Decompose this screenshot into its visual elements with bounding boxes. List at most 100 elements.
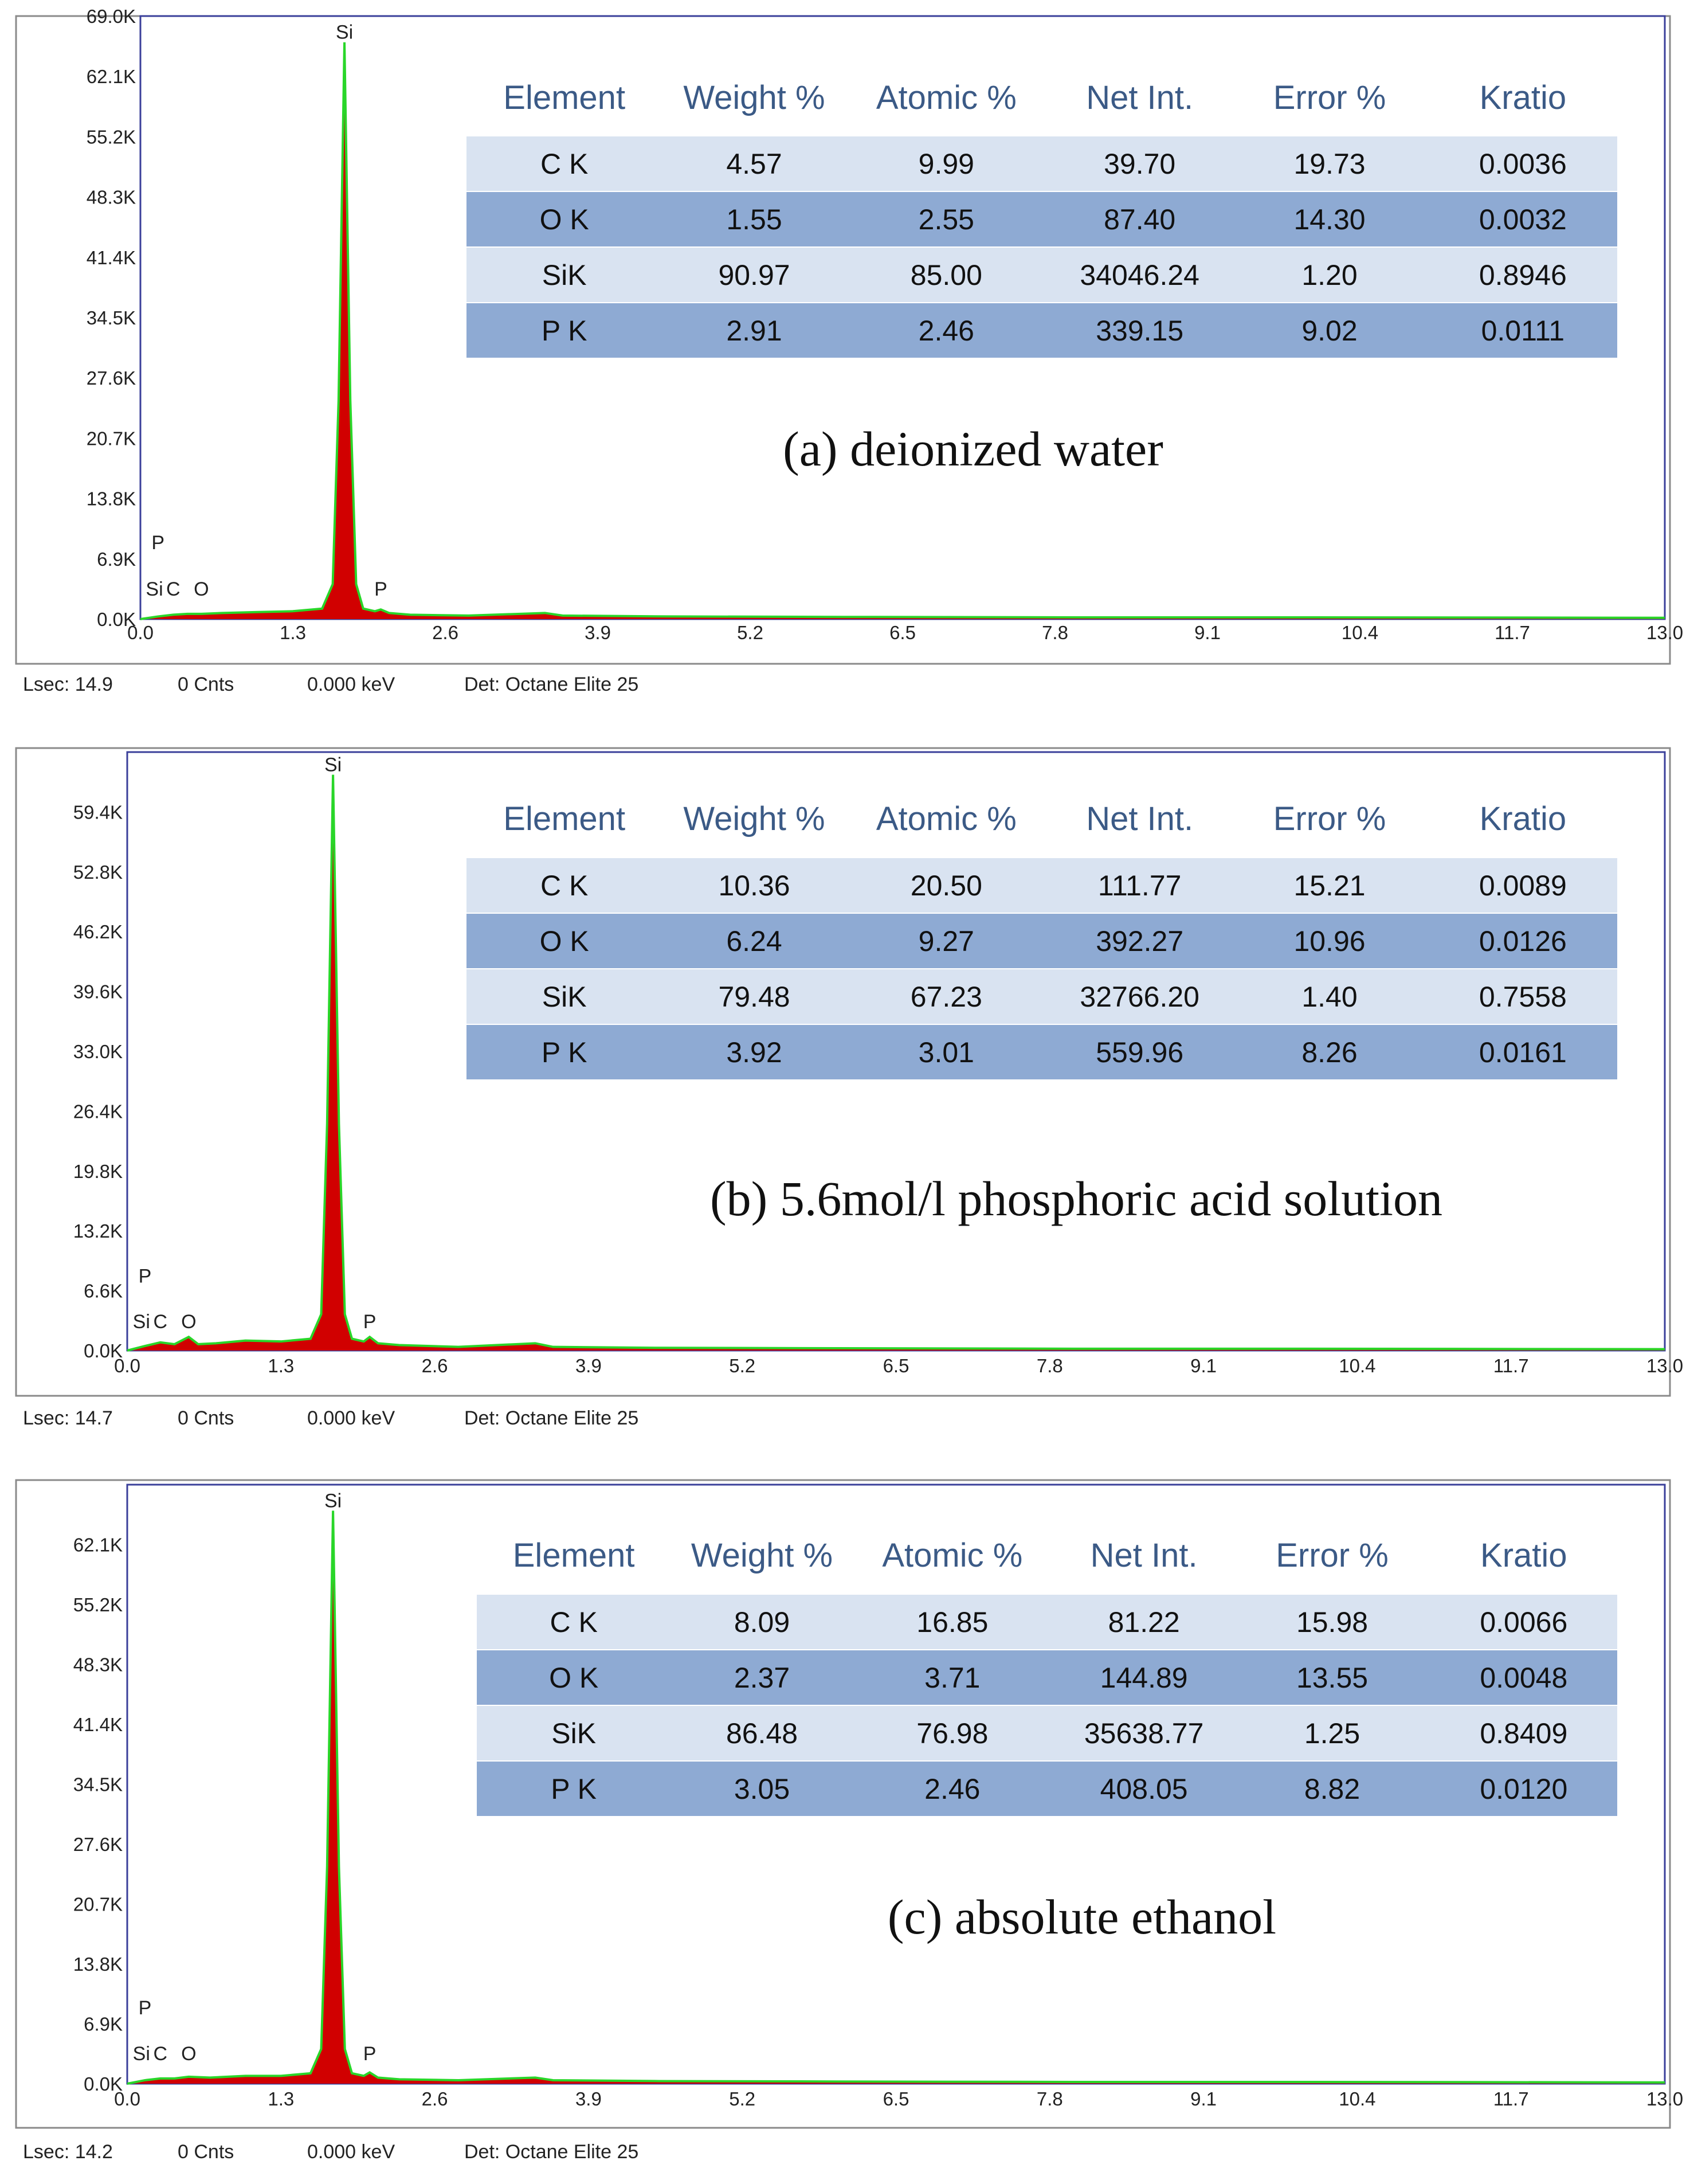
- table-header-cell: Net Int.: [1086, 800, 1193, 837]
- table-cell: 67.23: [911, 981, 982, 1013]
- y-tick-label: 41.4K: [73, 1714, 123, 1735]
- y-tick-label: 34.5K: [73, 1774, 123, 1795]
- x-tick-label: 3.9: [575, 2088, 602, 2109]
- table-cell: 3.92: [726, 1036, 782, 1068]
- table-cell: 14.30: [1293, 203, 1365, 236]
- x-tick-label: 5.2: [737, 622, 763, 643]
- x-tick-label: 1.3: [280, 622, 306, 643]
- y-tick-label: 27.6K: [73, 1834, 123, 1855]
- peak-label: P: [139, 1266, 152, 1287]
- table-header-cell: Weight %: [683, 800, 825, 837]
- eds-panel-1: 0.0K 6.9K 13.8K 20.7K 27.6K 34.5K 41.4K 48.3K 55…: [15, 6, 1683, 695]
- table-header-cell: Atomic %: [876, 800, 1017, 837]
- spectrum-line: [127, 774, 1665, 1352]
- table-header-cell: Element: [503, 79, 625, 116]
- y-tick-label: 34.5K: [87, 307, 136, 328]
- peak-label: O: [181, 2043, 196, 2065]
- y-tick-label: 19.8K: [73, 1161, 123, 1182]
- y-tick-label: 6.9K: [97, 549, 136, 570]
- table-cell: 8.26: [1301, 1036, 1357, 1068]
- x-tick-label: 7.8: [1042, 622, 1068, 643]
- y-tick-label: 0.0K: [97, 609, 136, 630]
- table-cell: 111.77: [1098, 870, 1182, 902]
- x-tick-label: 1.3: [268, 1355, 294, 1376]
- table-cell: 87.40: [1104, 203, 1175, 236]
- y-tick-label: 33.0K: [73, 1041, 123, 1062]
- peak-label: Si: [146, 578, 163, 600]
- x-tick-label: 3.9: [585, 622, 611, 643]
- table-cell: SiK: [542, 259, 587, 291]
- peak-label: P: [363, 2043, 377, 2065]
- x-tick-label: 10.4: [1342, 622, 1378, 643]
- table-cell: 86.48: [726, 1717, 798, 1749]
- table-cell: 0.0032: [1479, 203, 1567, 236]
- footer-lsec: Lsec: 14.2: [23, 2141, 113, 2163]
- peak-label: O: [194, 578, 209, 600]
- y-tick-label: 6.9K: [84, 2014, 123, 2035]
- table-cell: 0.0089: [1479, 870, 1567, 902]
- table-cell: 8.82: [1304, 1773, 1360, 1805]
- footer-det: Det: Octane Elite 25: [464, 1407, 638, 1429]
- table-cell: 39.70: [1104, 148, 1175, 180]
- table-cell: 0.0126: [1479, 925, 1567, 957]
- y-tick-label: 39.6K: [73, 981, 123, 1003]
- table-cell: 19.73: [1293, 148, 1365, 180]
- y-tick-label: 48.3K: [87, 187, 136, 208]
- x-tick-label: 2.6: [432, 622, 458, 643]
- peak-label: C: [166, 578, 181, 600]
- y-tick-label: 59.4K: [73, 801, 123, 823]
- table-row: [477, 1595, 1617, 1649]
- table-cell: 1.25: [1304, 1717, 1360, 1749]
- y-tick-label: 62.1K: [73, 1535, 123, 1556]
- x-tick-label: 9.1: [1190, 2088, 1217, 2109]
- table-cell: 2.37: [734, 1662, 790, 1694]
- x-tick-label: 7.8: [1037, 1355, 1063, 1376]
- table-row: [466, 192, 1617, 246]
- y-tick-label: 41.4K: [87, 247, 136, 268]
- table-header-cell: Element: [513, 1537, 635, 1574]
- x-tick-label: 11.7: [1493, 2088, 1529, 2109]
- footer-kev: 0.000 keV: [307, 674, 395, 695]
- table-cell: 0.0066: [1480, 1606, 1567, 1638]
- table-cell: 1.40: [1301, 981, 1357, 1013]
- table-cell: P K: [542, 1036, 587, 1068]
- peak-label: P: [139, 1997, 152, 2019]
- table-header-cell: Error %: [1273, 79, 1386, 116]
- footer-cnts: 0 Cnts: [178, 2141, 234, 2163]
- x-tick-label: 11.7: [1495, 622, 1530, 643]
- y-tick-label: 13.8K: [87, 488, 136, 510]
- table-cell: 9.27: [919, 925, 974, 957]
- y-tick-label: 0.0K: [84, 1340, 123, 1361]
- table-cell: 0.0036: [1479, 148, 1567, 180]
- footer-lsec: Lsec: 14.9: [23, 674, 113, 695]
- table-cell: P K: [542, 315, 587, 347]
- eds-panel-3: 0.0K 6.9K 13.8K 20.7K 27.6K 34.5K 41.4K 48.3K 55…: [15, 1479, 1683, 2163]
- y-tick-label: 20.7K: [73, 1894, 123, 1915]
- table-row: [466, 303, 1617, 358]
- y-tick-label: 6.6K: [84, 1281, 123, 1302]
- table-row: [466, 136, 1617, 191]
- x-tick-label: 11.7: [1493, 1355, 1529, 1376]
- eds-panel-2: 0.0K 6.6K 13.2K 19.8K 26.4K 33.0K 39.6K 46.2K 52…: [15, 747, 1683, 1429]
- table-cell: SiK: [542, 981, 587, 1013]
- table-header-cell: Kratio: [1480, 79, 1567, 116]
- table-row: [477, 1706, 1617, 1760]
- spectrum-line: [140, 42, 1665, 620]
- peak-label: Si: [324, 754, 342, 776]
- table-cell: 35638.77: [1084, 1717, 1204, 1749]
- table-cell: 9.02: [1301, 315, 1357, 347]
- table-cell: 0.0111: [1481, 315, 1565, 347]
- table-cell: 10.96: [1293, 925, 1365, 957]
- table-cell: 3.01: [919, 1036, 974, 1068]
- y-tick-label: 48.3K: [73, 1654, 123, 1676]
- y-tick-label: 62.1K: [87, 66, 136, 87]
- x-tick-label: 9.1: [1190, 1355, 1217, 1376]
- x-tick-label: 3.9: [575, 1355, 602, 1376]
- y-tick-label: 46.2K: [73, 921, 123, 942]
- table-cell: 6.24: [726, 925, 782, 957]
- panel-caption: (a) deionized water: [783, 421, 1163, 476]
- table-cell: O K: [540, 203, 589, 236]
- table-cell: 408.05: [1100, 1773, 1188, 1805]
